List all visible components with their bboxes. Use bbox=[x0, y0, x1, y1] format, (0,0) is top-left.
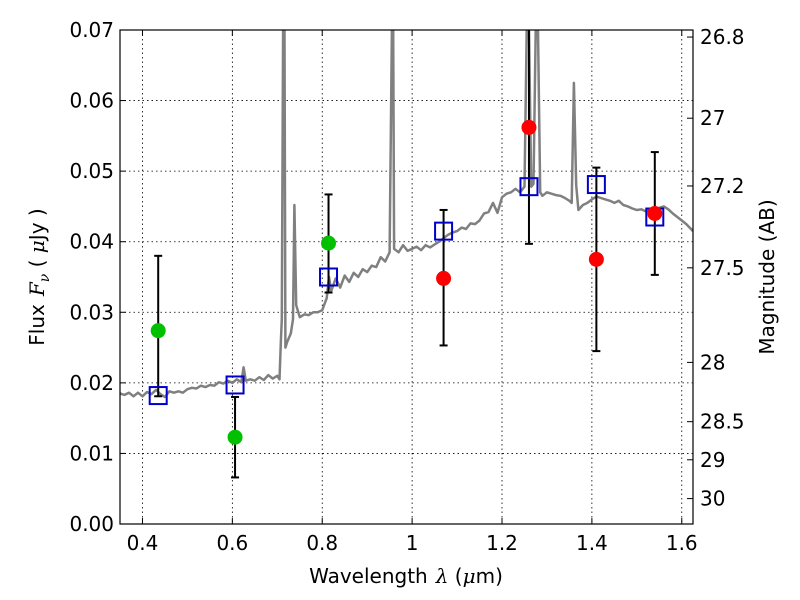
x-tick-label: 1.2 bbox=[486, 531, 518, 555]
x-tick-label: 1.6 bbox=[666, 531, 698, 555]
model-photometry-square bbox=[434, 221, 454, 241]
mag-tick-label: 27 bbox=[700, 106, 725, 130]
plot-frame bbox=[119, 29, 694, 525]
plot-area bbox=[120, 30, 693, 479]
mag-tick-label: 29 bbox=[700, 448, 725, 472]
model-photometry-square bbox=[519, 177, 539, 197]
y-tick-label: 0.02 bbox=[69, 371, 114, 395]
model-photometry-square bbox=[225, 375, 245, 395]
model-photometry-square bbox=[586, 175, 606, 195]
y-tick-label: 0.07 bbox=[69, 18, 114, 42]
y-tick-label: 0.03 bbox=[69, 300, 114, 324]
photometry-point bbox=[321, 235, 337, 251]
x-tick-label: 0.4 bbox=[127, 531, 159, 555]
model-photometry-square bbox=[319, 267, 339, 287]
y-tick-label: 0.00 bbox=[69, 512, 114, 536]
y-tick-label: 0.01 bbox=[69, 441, 114, 465]
photometry-point bbox=[436, 270, 452, 286]
model-photometry-square bbox=[148, 386, 168, 406]
mag-tick-label: 27.5 bbox=[700, 256, 745, 280]
photometry-point bbox=[521, 119, 537, 135]
axis-ticks: 0.4 0.6 0.8 1 1.2 1.4 1.6 0.00 0.01 0.02 0.03 0.04 0… bbox=[69, 18, 744, 555]
mag-tick-label: 26.8 bbox=[700, 25, 745, 49]
y-tick-label: 0.05 bbox=[69, 159, 114, 183]
photometry-point bbox=[647, 205, 663, 221]
x-tick-label: 0.6 bbox=[216, 531, 248, 555]
grid-lines bbox=[120, 30, 693, 524]
x-axis-label: Wavelength λ (μm) bbox=[309, 564, 503, 588]
mag-tick-label: 28 bbox=[700, 350, 725, 374]
photometry-point bbox=[150, 323, 166, 339]
photometry-point bbox=[227, 429, 243, 445]
x-tick-label: 0.8 bbox=[306, 531, 338, 555]
photometry-point bbox=[588, 251, 604, 267]
mag-tick-label: 27.2 bbox=[700, 174, 745, 198]
sed-model-line bbox=[120, 30, 693, 399]
x-tick-label: 1 bbox=[406, 531, 419, 555]
mag-tick-label: 30 bbox=[700, 487, 725, 511]
y2-axis-label: Magnitude (AB) bbox=[755, 199, 779, 354]
y-tick-label: 0.06 bbox=[69, 89, 114, 113]
x-tick-label: 1.4 bbox=[576, 531, 608, 555]
y-axis-label: FluxFν ( μJy ) bbox=[25, 208, 53, 345]
clipped-data bbox=[120, 30, 693, 479]
y-tick-label: 0.04 bbox=[69, 230, 114, 254]
mag-tick-label: 28.5 bbox=[700, 410, 745, 434]
